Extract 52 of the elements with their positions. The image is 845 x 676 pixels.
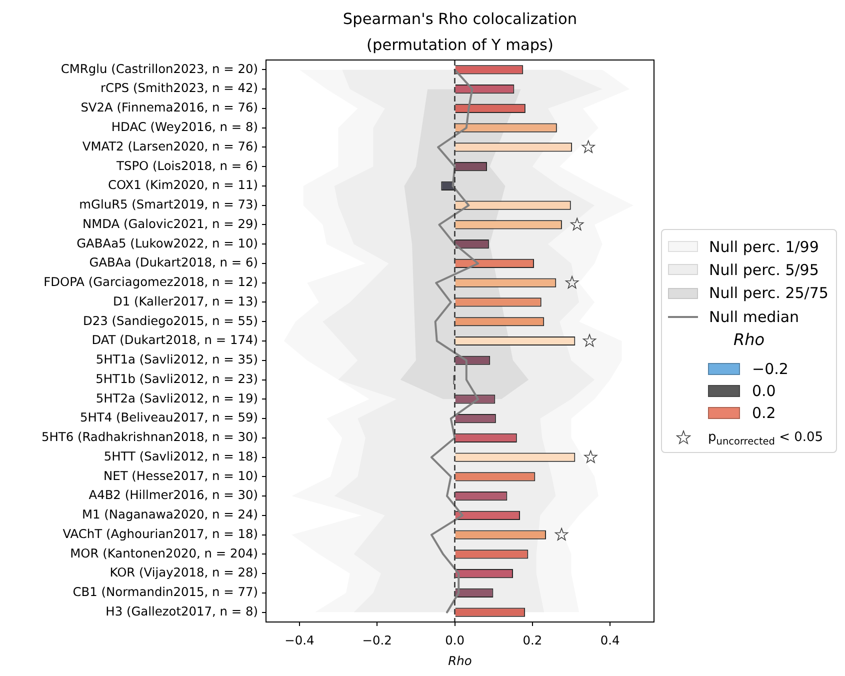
legend-label: 0.2: [752, 404, 776, 422]
y-tick-label: GABAa (Dukart2018, n = 6): [89, 256, 258, 270]
x-tick-label: −0.2: [362, 633, 392, 648]
y-tick-label: 5HT4 (Beliveau2017, n = 59): [80, 410, 258, 425]
y-tick-label: VAChT (Aghourian2017, n = 18): [62, 526, 258, 541]
chart-subtitle: (permutation of Y maps): [366, 36, 554, 54]
y-tick-label: MOR (Kantonen2020, n = 204): [70, 546, 258, 560]
y-tick-label: HDAC (Wey2016, n = 8): [111, 120, 258, 134]
y-tick-label: COX1 (Kim2020, n = 11): [108, 178, 258, 192]
x-tick-label: 0.2: [522, 633, 542, 648]
legend-label: p$_{uncorrected}$ < 0.05: [708, 430, 824, 448]
y-tick-label: NET (Hesse2017, n = 10): [104, 468, 258, 483]
y-tick-label: FDOPA (Garciagomez2018, n = 12): [44, 275, 258, 290]
y-tick-label: 5HT1a (Savli2012, n = 35): [96, 352, 258, 367]
y-tick-label: NMDA (Galovic2021, n = 29): [82, 216, 258, 231]
y-tick-label: 5HT2a (Savli2012, n = 19): [96, 391, 258, 406]
y-tick-label: DAT (Dukart2018, n = 174): [92, 333, 258, 348]
y-tick-label: CMRglu (Castrillon2023, n = 20): [60, 62, 258, 76]
point: [554, 528, 568, 540]
y-tick-label: TSPO (Lois2018, n = 6): [116, 158, 258, 173]
legend-label: −0.2: [752, 360, 788, 378]
y-tick-label: GABAa5 (Lukow2022, n = 10): [76, 236, 258, 250]
legend-label: Null median: [709, 308, 800, 326]
y-tick-label: H3 (Gallezot2017, n = 8): [106, 604, 258, 618]
point: [584, 450, 598, 463]
point: [570, 218, 584, 230]
x-tick-label: −0.4: [284, 633, 314, 648]
x-axis-title: Rho: [448, 654, 472, 668]
chart-title: Spearman's Rho colocalization: [342, 10, 578, 28]
y-tick-label: rCPS (Smith2023, n = 42): [100, 81, 258, 96]
point: [582, 334, 596, 347]
y-tick-label: KOR (Vijay2018, n = 28): [110, 566, 258, 580]
legend-title: Rho: [732, 329, 766, 352]
x-tick-label: 0.0: [445, 633, 464, 648]
legend-label: Null perc. 5/95: [709, 260, 819, 279]
y-tick-label: SV2A (Finnema2016, n = 76): [80, 100, 258, 115]
legend-label: 0.0: [752, 382, 776, 400]
y-tick-label: M1 (Naganawa2020, n = 24): [82, 508, 258, 522]
y-tick-label: VMAT2 (Larsen2020, n = 76): [82, 139, 258, 154]
y-tick-label: D23 (Sandiego2015, n = 55): [83, 314, 258, 328]
y-tick-label: 5HT6 (Radhakrishnan2018, n = 30): [41, 430, 258, 444]
y-tick-label: A4B2 (Hillmer2016, n = 30): [88, 488, 258, 502]
legend-label: Null perc. 25/75: [709, 284, 828, 302]
y-tick-label: 5HTT (Savli2012, n = 18): [104, 449, 258, 464]
y-tick-label: 5HT1b (Savli2012, n = 23): [96, 372, 258, 386]
point: [565, 276, 579, 289]
y-tick-label: D1 (Kaller2017, n = 13): [112, 294, 258, 308]
y-tick-label: mGluR5 (Smart2019, n = 73): [79, 198, 258, 212]
y-tick-label: CB1 (Normandin2015, n = 77): [72, 585, 258, 600]
legend-label: Null perc. 1/99: [709, 238, 819, 256]
x-tick-label: 0.4: [600, 633, 620, 648]
point: [582, 140, 595, 153]
